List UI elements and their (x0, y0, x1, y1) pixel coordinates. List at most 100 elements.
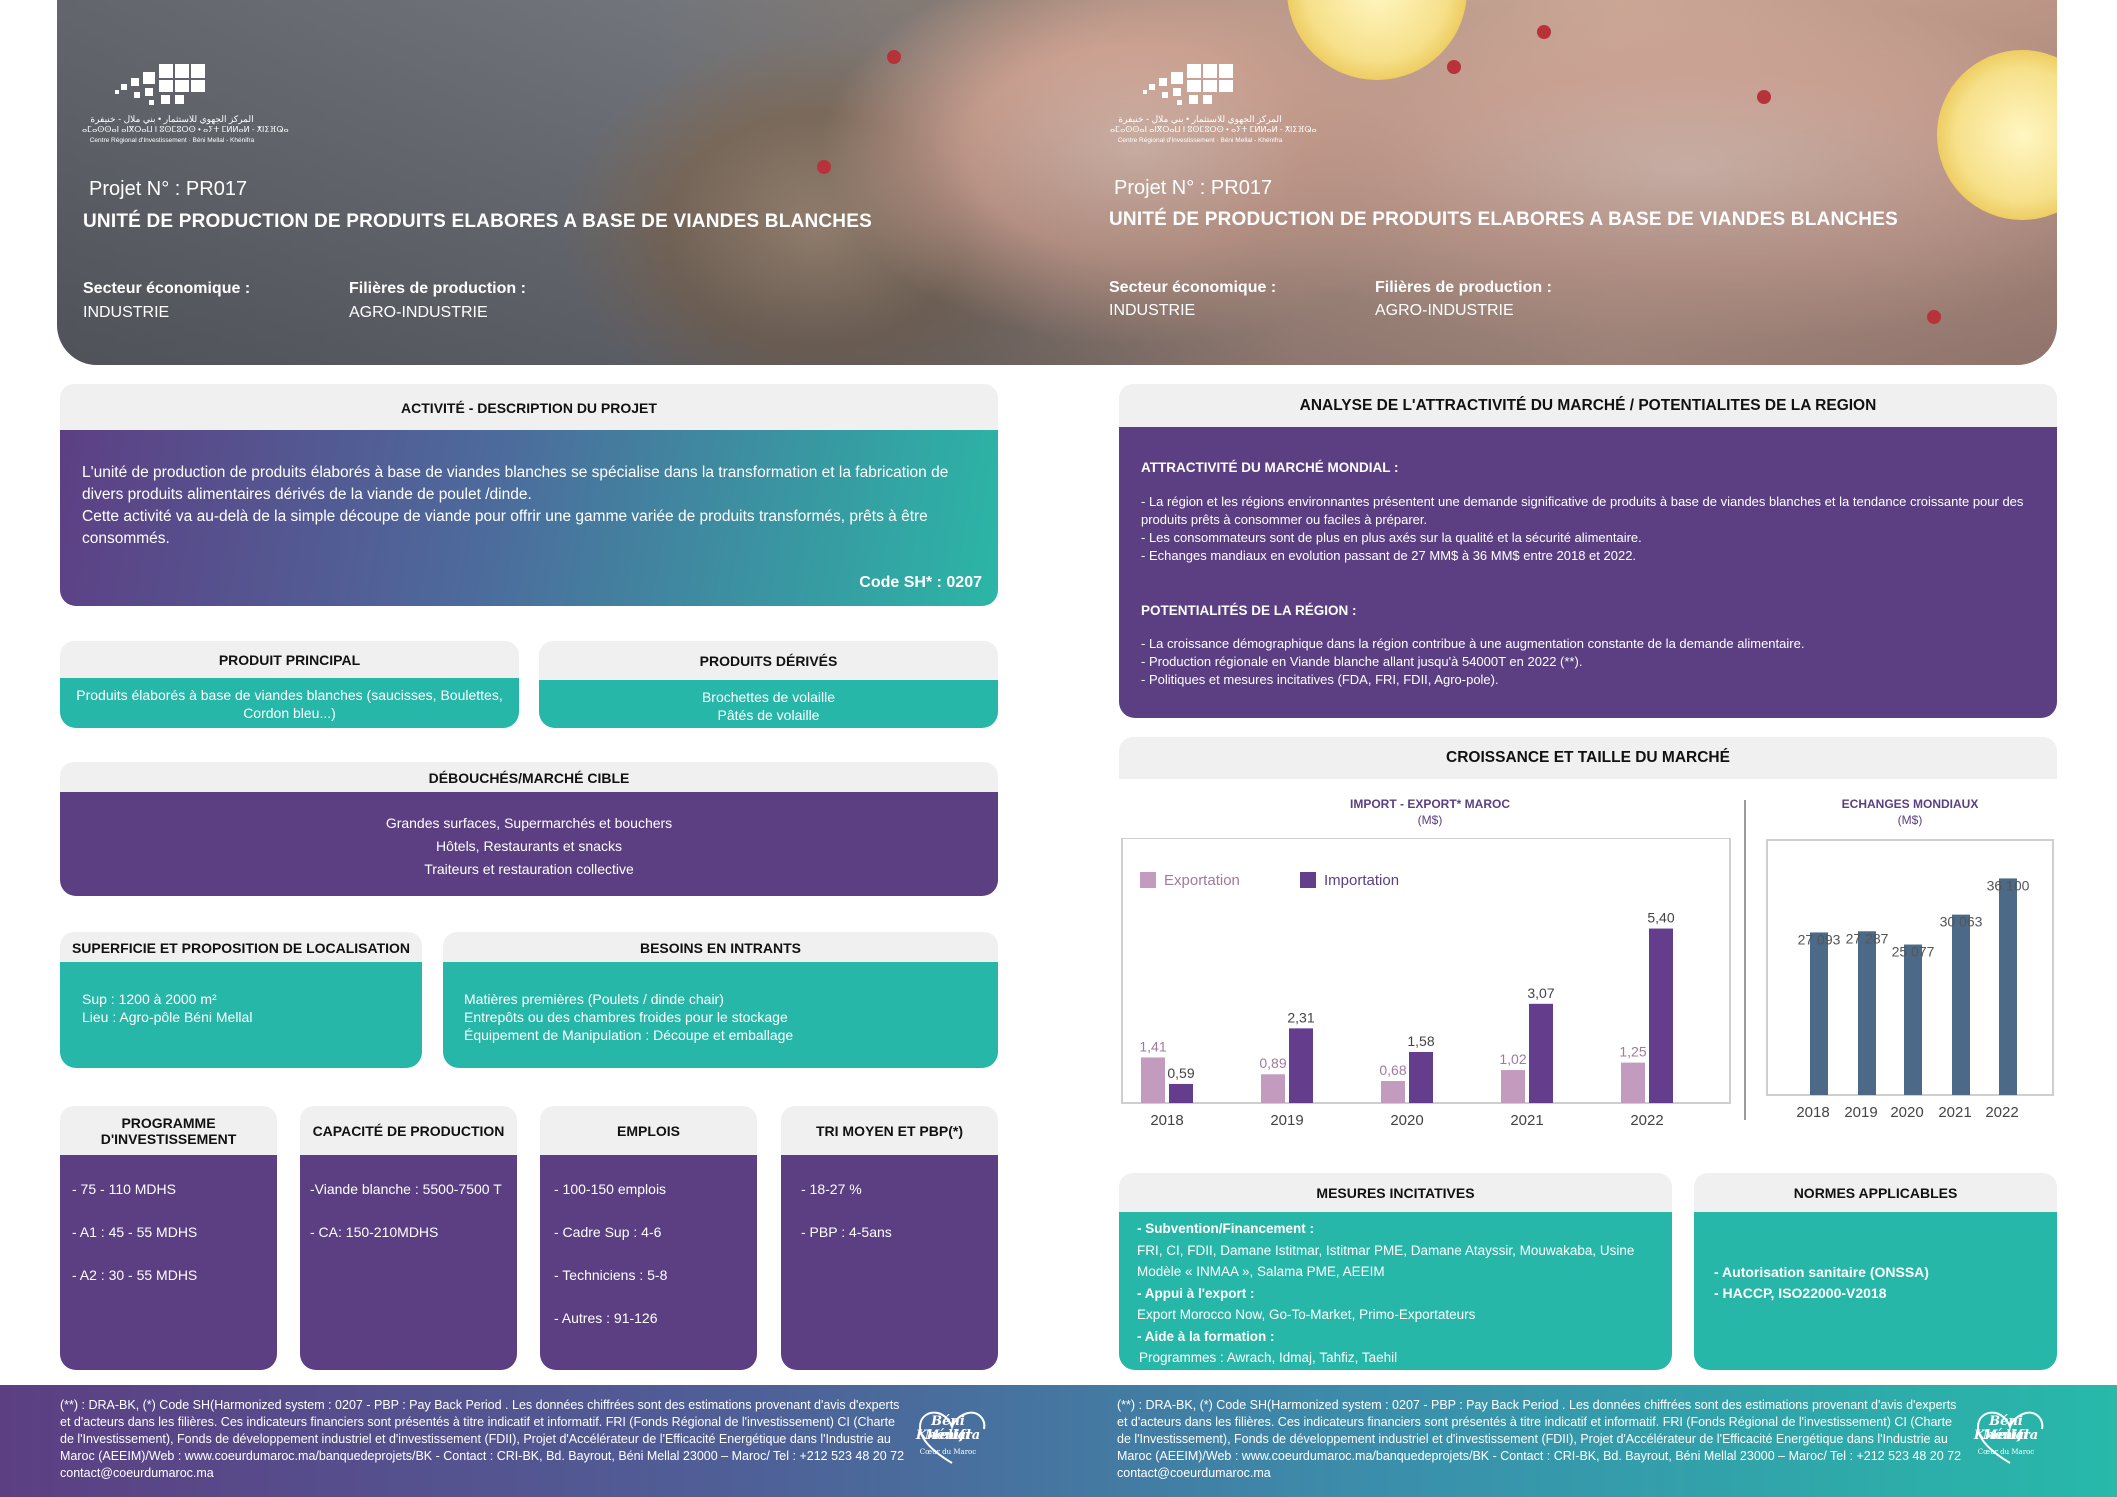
produits-derives-header: PRODUITS DÉRIVÉS (539, 641, 998, 681)
data-label: 1,58 (1407, 1033, 1434, 1049)
programme-body: - 75 - 110 MDHS - A1 : 45 - 55 MDHS - A2… (60, 1155, 277, 1370)
bar (1952, 914, 1970, 1095)
x-tick-label: 2021 (1938, 1104, 1971, 1121)
brand-logo: Béni Mellal Khénifra Cœur du Maroc (912, 1405, 992, 1469)
brand-line-1: Béni Mellal (925, 1414, 971, 1443)
intrant-item: Matières premières (Poulets / dinde chai… (464, 991, 724, 1007)
intrant-item: Entrepôts ou des chambres froides pour l… (464, 1009, 788, 1025)
filiere-label: Filières de production : (349, 280, 526, 297)
brand-line-3: Cœur du Maroc (1977, 1448, 2035, 1456)
data-label: 27 287 (1846, 930, 1889, 946)
emplois-header: EMPLOIS (540, 1106, 757, 1156)
croissance-header: CROISSANCE ET TAILLE DU MARCHÉ (1119, 737, 2057, 779)
capacite-item: - CA: 150-210MDHS (310, 1224, 439, 1240)
programme-item: - 75 - 110 MDHS (72, 1181, 176, 1197)
bar (1810, 932, 1828, 1095)
legend-swatch (1140, 872, 1156, 888)
pepper-image (817, 160, 831, 174)
bar (1649, 928, 1673, 1103)
data-label: 1,02 (1499, 1051, 1526, 1067)
data-label: 25 077 (1892, 944, 1935, 960)
capacite-item: -Viande blanche : 5500-7500 T (310, 1181, 502, 1197)
formation-label: - Aide à la formation : (1137, 1328, 1275, 1344)
debouches-body: Grandes surfaces, Supermarchés et bouche… (60, 792, 998, 896)
activite-header: ACTIVITÉ - DESCRIPTION DU PROJET (60, 384, 998, 432)
hero-overlay (57, 0, 2057, 365)
filiere-label: Filières de production : (1375, 279, 1552, 296)
emploi-item: - 100-150 emplois (554, 1181, 667, 1197)
debouche-item: Hôtels, Restaurants et snacks (436, 838, 622, 854)
x-tick-label: 2018 (1150, 1112, 1183, 1129)
mesures-body: - Subvention/Financement : FRI, CI, FDII… (1119, 1212, 1672, 1370)
normes-body: - Autorisation sanitaire (ONSSA) - HACCP… (1694, 1212, 2057, 1370)
brand-logo: Béni Mellal Khénifra Cœur du Maroc (1970, 1405, 2050, 1469)
legend-label: Importation (1324, 872, 1399, 889)
cri-logo-icon (115, 64, 205, 105)
project-number: Projet N° : PR017 (89, 178, 248, 200)
normes-header: NORMES APPLICABLES (1694, 1173, 2057, 1213)
project-number: Projet N° : PR017 (1114, 177, 1273, 199)
x-tick-label: 2021 (1510, 1112, 1543, 1129)
sector-value: INDUSTRIE (1109, 302, 1196, 319)
data-label: 0,68 (1379, 1062, 1406, 1078)
tri-header: TRI MOYEN ET PBP(*) (781, 1106, 998, 1156)
sector-label: Secteur économique : (1109, 279, 1277, 296)
capacite-header: CAPACITÉ DE PRODUCTION (300, 1106, 517, 1156)
bar (1904, 944, 1922, 1095)
pepper-image (1447, 60, 1461, 74)
subvention-text: FRI, CI, FDII, Damane Istitmar, Istitmar… (1137, 1242, 1635, 1280)
mondial-item: - La région et les régions environnantes… (1141, 494, 2024, 527)
logo-text-french: Centre Régional d'Investissement · Béni … (89, 137, 255, 144)
norme-item: - Autorisation sanitaire (ONSSA) (1714, 1264, 1929, 1280)
analyse-body: ATTRACTIVITÉ DU MARCHÉ MONDIAL : - La ré… (1119, 427, 2057, 718)
chart-right-unit: (M$) (1897, 813, 1923, 827)
brand-line-1: Béni Mellal (1983, 1414, 2029, 1443)
bar (1381, 1081, 1405, 1103)
intrants-body: Matières premières (Poulets / dinde chai… (443, 962, 998, 1068)
region-list: - La croissance démographique dans la ré… (1141, 635, 2041, 689)
data-label: 27 093 (1798, 931, 1841, 947)
bar (1169, 1083, 1193, 1103)
export-label: - Appui à l'export : (1137, 1285, 1255, 1301)
project-title: UNITÉ DE PRODUCTION DE PRODUITS ELABORES… (83, 211, 872, 232)
cri-logo-icon (1143, 64, 1233, 105)
logo-text-tifinagh: ⴰⵎⴰⵙⵙⴰⵏ ⴰⵏⴳⵔⴰⵡ ⵏ ⵓⵙⵎⵓⵔⵙ • ⴰⵢⵜ ⵎⵍⵍⴰⵍ - ⵅⵏ… (82, 125, 289, 134)
data-label: 3,07 (1527, 985, 1554, 1001)
superficie-item: Lieu : Agro-pôle Béni Mellal (82, 1009, 253, 1025)
bar (1529, 1003, 1553, 1103)
region-title: POTENTIALITÉS DE LA RÉGION : (1141, 603, 1357, 618)
x-tick-label: 2019 (1844, 1104, 1877, 1121)
produit-derive-item: Brochettes de volaille (701, 689, 836, 705)
programme-item: - A1 : 45 - 55 MDHS (72, 1224, 198, 1240)
formation-text: Programmes : Awrach, Idmaj, Tahfiz, Taeh… (1139, 1350, 1398, 1365)
x-tick-label: 2019 (1270, 1112, 1303, 1129)
footer-band: (**) : DRA-BK, (*) Code SH(Harmonized sy… (0, 1385, 2117, 1497)
chart-left-unit: (M$) (1417, 813, 1443, 827)
mondial-item: - Echanges mandiaux en evolution passant… (1141, 548, 1637, 563)
emploi-item: - Techniciens : 5-8 (554, 1267, 668, 1283)
legend-label: Exportation (1164, 872, 1240, 889)
echanges-mondiaux-chart: 27 093 2018 27 287 2019 25 077 2020 30 063 2021… (1766, 839, 2054, 1121)
logo-text-arabic: المركز الجهوي للاستثمار • بني ملال - خني… (1118, 114, 1282, 124)
tri-item: - 18-27 % (801, 1181, 862, 1197)
brand-line-3: Cœur du Maroc (919, 1448, 977, 1456)
mondial-list: - La région et les régions environnantes… (1141, 493, 2041, 565)
footer-text: (**) : DRA-BK, (*) Code SH(Harmonized sy… (1117, 1398, 1962, 1480)
brand-line-2: Khénifra (1973, 1428, 2039, 1443)
emplois-body: - 100-150 emplois - Cadre Sup : 4-6 - Te… (540, 1155, 757, 1370)
bar (1621, 1062, 1645, 1103)
sector-label: Secteur économique : (83, 280, 251, 297)
data-label: 0,89 (1259, 1055, 1286, 1071)
produit-derive-item: Pâtés de volaille (717, 707, 820, 723)
region-item: - Politiques et mesures incitatives (FDA… (1141, 672, 1499, 687)
pepper-image (887, 50, 901, 64)
chart-divider (1744, 800, 1746, 1120)
x-tick-label: 2020 (1390, 1112, 1423, 1129)
emploi-item: - Cadre Sup : 4-6 (554, 1224, 662, 1240)
activite-paragraph: L'unité de production de produits élabor… (82, 464, 949, 503)
superficie-item: Sup : 1200 à 2000 m² (82, 991, 217, 1007)
superficie-header: SUPERFICIE ET PROPOSITION DE LOCALISATIO… (60, 932, 422, 964)
x-tick-label: 2020 (1890, 1104, 1923, 1121)
filiere-value: AGRO-INDUSTRIE (349, 304, 488, 321)
filiere-value: AGRO-INDUSTRIE (1375, 302, 1514, 319)
